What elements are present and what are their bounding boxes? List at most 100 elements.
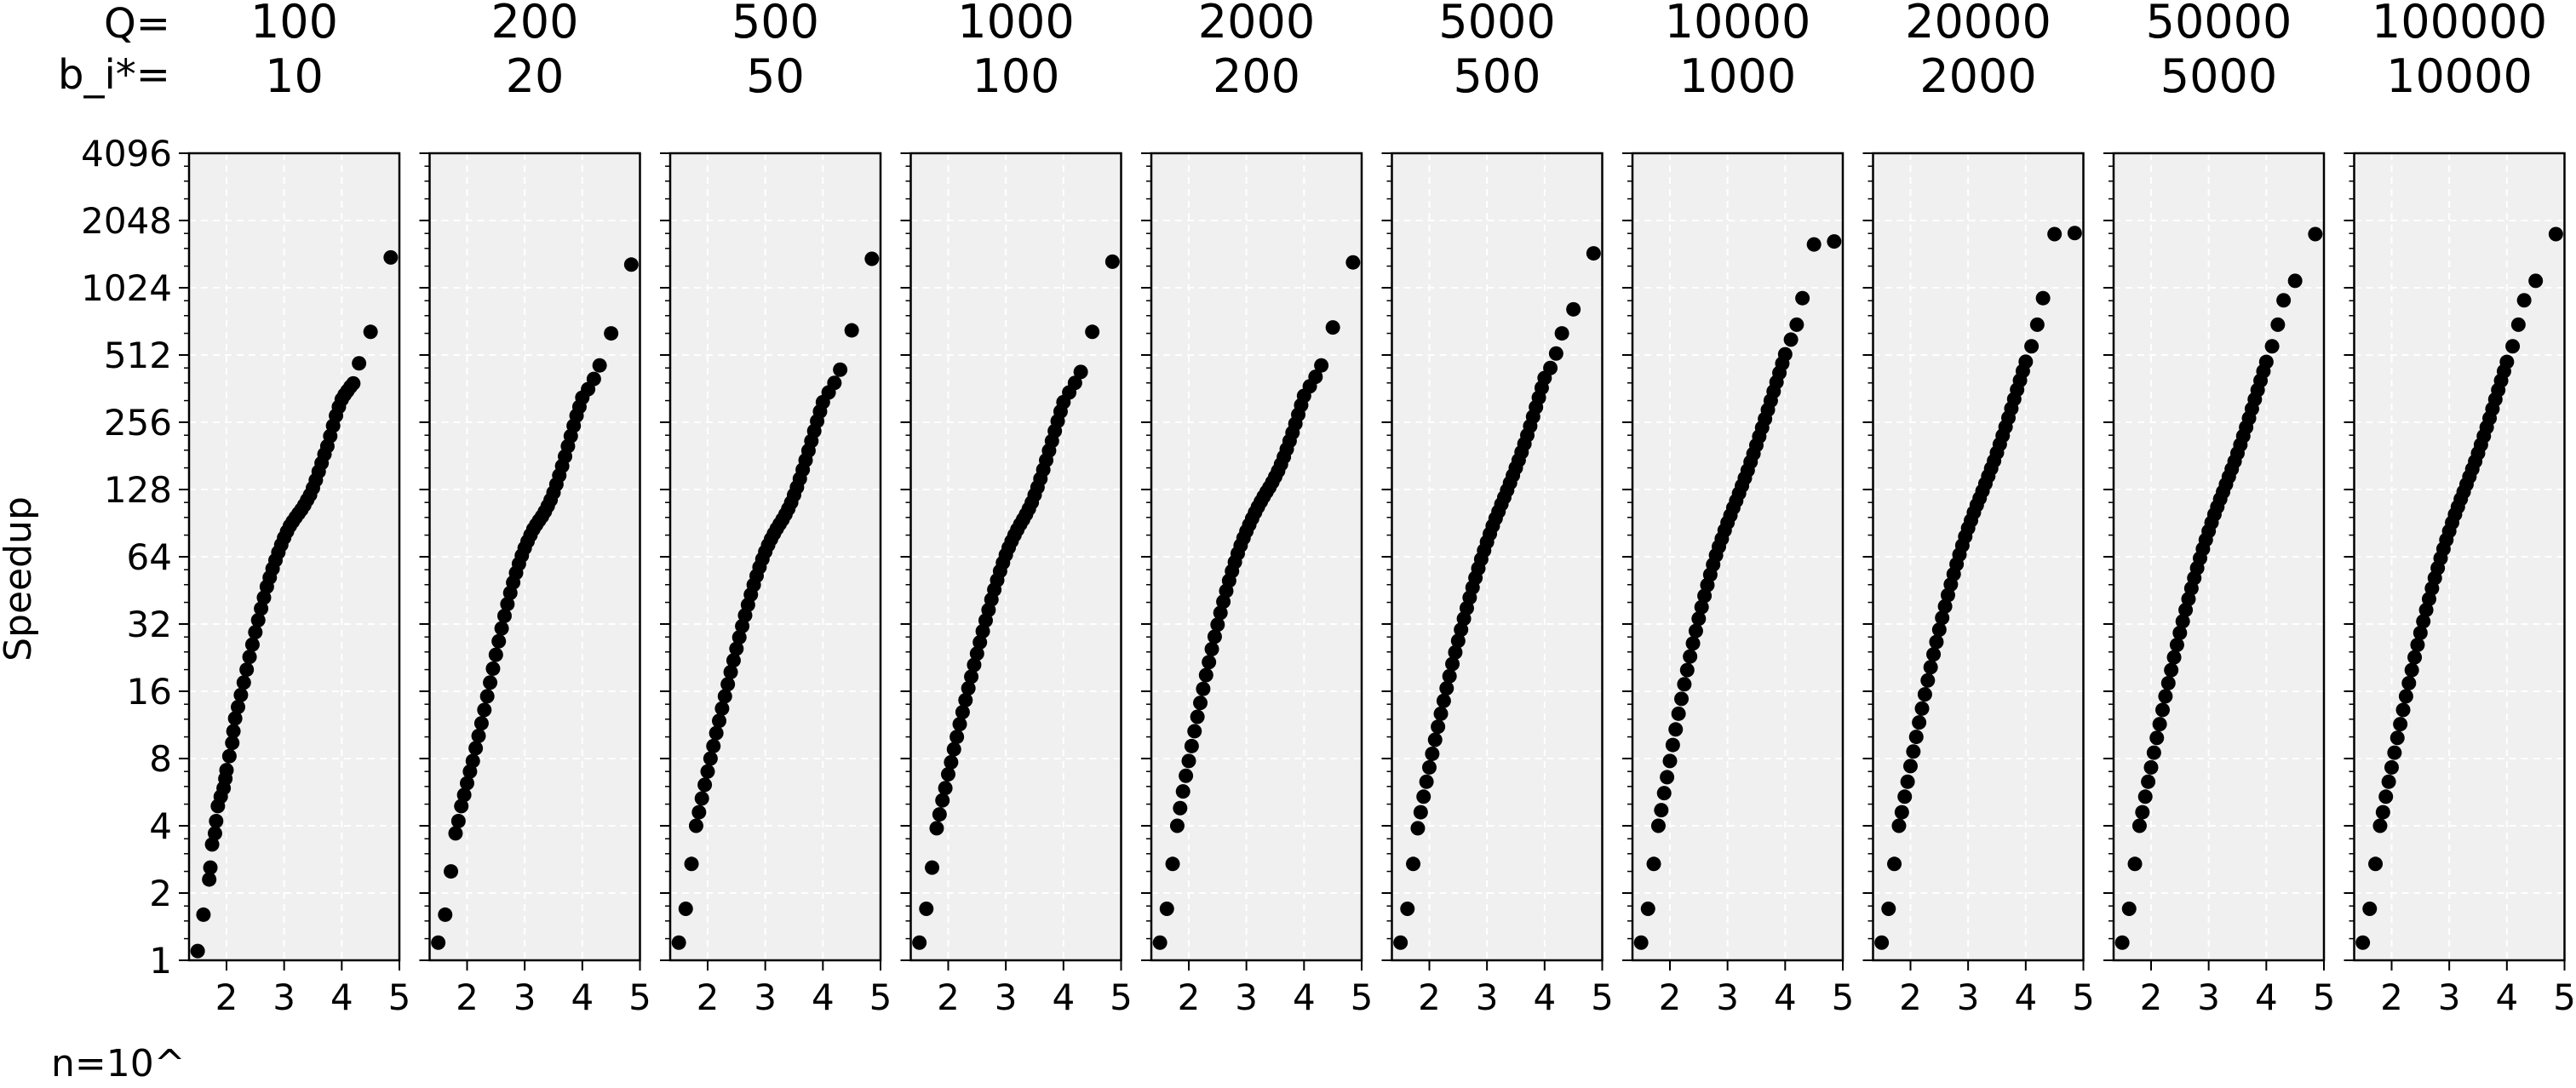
x-tick-label: 4 xyxy=(2014,976,2037,1018)
data-point xyxy=(1894,805,1909,820)
plot-frame xyxy=(1150,152,1363,962)
data-point xyxy=(2047,226,2063,242)
plot-area xyxy=(1391,153,1603,960)
data-point xyxy=(2172,625,2188,640)
data-point xyxy=(2149,730,2165,746)
data-point xyxy=(1874,935,1890,950)
data-point xyxy=(431,935,446,950)
data-point xyxy=(239,662,255,678)
data-point xyxy=(1656,786,1672,801)
data-point xyxy=(444,864,459,879)
data-point xyxy=(1433,706,1449,721)
data-point xyxy=(1067,375,1082,391)
x-tick-label: 2 xyxy=(1178,976,1201,1018)
plot-frame xyxy=(909,152,1122,962)
data-point xyxy=(496,608,512,623)
data-point xyxy=(671,935,686,950)
data-point xyxy=(925,860,940,875)
data-point xyxy=(1314,358,1329,373)
x-tick-label: 2 xyxy=(1418,976,1441,1018)
data-point xyxy=(712,713,727,729)
data-point xyxy=(2362,902,2378,917)
x-tick-label: 3 xyxy=(1957,976,1980,1018)
plot-area xyxy=(189,153,399,960)
data-point xyxy=(2131,818,2147,833)
data-point xyxy=(2158,689,2173,704)
data-point xyxy=(1416,789,1431,805)
data-point xyxy=(1646,856,1661,872)
data-point xyxy=(678,902,693,917)
data-point xyxy=(1900,774,1915,789)
data-point xyxy=(972,634,988,650)
data-point xyxy=(2368,856,2384,872)
data-point xyxy=(500,597,515,612)
panel-b-value: 100 xyxy=(972,49,1059,103)
plot-area xyxy=(2354,153,2565,960)
data-point xyxy=(940,767,955,782)
panel-b-value: 20 xyxy=(506,49,565,103)
data-point xyxy=(2018,354,2034,369)
data-point xyxy=(2372,818,2388,833)
data-point xyxy=(604,326,619,341)
data-point xyxy=(2398,689,2413,704)
panel-q-value: 50000 xyxy=(2146,0,2292,49)
data-point xyxy=(2393,717,2408,732)
data-point xyxy=(2178,602,2194,617)
plot-frame xyxy=(1391,152,1604,962)
data-point xyxy=(221,748,237,764)
data-point xyxy=(491,633,507,649)
plot-area xyxy=(670,153,881,960)
panel-q-value: 500 xyxy=(731,0,819,49)
panel-b-value: 500 xyxy=(1453,49,1540,103)
data-point xyxy=(2418,602,2434,617)
x-tick-label: 4 xyxy=(330,976,353,1018)
x-tick-label: 3 xyxy=(2197,976,2220,1018)
data-point xyxy=(352,356,367,371)
data-point xyxy=(1173,800,1188,816)
data-point xyxy=(1554,326,1569,341)
data-point xyxy=(1691,611,1707,627)
x-tick-label: 2 xyxy=(2380,976,2403,1018)
x-tick-label: 2 xyxy=(697,976,720,1018)
data-point xyxy=(2287,273,2303,289)
data-point xyxy=(703,751,718,766)
data-point xyxy=(2375,805,2390,820)
plot-area xyxy=(2114,153,2324,960)
panel-b-value: 2000 xyxy=(1919,49,2036,103)
x-tick-label: 4 xyxy=(1533,976,1556,1018)
data-point xyxy=(967,657,982,673)
data-point xyxy=(1439,680,1454,696)
data-point xyxy=(1410,821,1426,836)
x-tick-label: 4 xyxy=(812,976,835,1018)
data-point xyxy=(1425,746,1440,761)
data-point xyxy=(1198,667,1213,683)
y-tick-label: 2048 xyxy=(81,200,172,242)
data-point xyxy=(1586,246,1601,261)
data-point xyxy=(477,702,492,718)
data-point xyxy=(1427,732,1443,747)
y-tick-label: 1024 xyxy=(81,267,172,309)
data-point xyxy=(2384,759,2399,775)
data-point xyxy=(969,646,984,661)
y-tick-label: 8 xyxy=(149,738,172,780)
x-tick-label: 5 xyxy=(869,976,892,1018)
x-tick-label: 4 xyxy=(2495,976,2518,1018)
data-point xyxy=(2160,675,2176,690)
b-row-label: b_i*= xyxy=(58,51,170,99)
data-point xyxy=(203,860,218,875)
data-point xyxy=(250,612,266,627)
data-point xyxy=(952,717,967,732)
y-axis-label: Speedup xyxy=(0,496,40,661)
data-point xyxy=(1104,254,1120,269)
data-point xyxy=(1887,856,1902,872)
x-tick-label: 5 xyxy=(388,976,411,1018)
data-point xyxy=(1937,598,1953,614)
data-point xyxy=(1179,768,1194,783)
plot-frame xyxy=(668,152,882,962)
data-point xyxy=(2401,675,2417,690)
data-point xyxy=(1406,856,1421,872)
data-point xyxy=(697,777,713,793)
